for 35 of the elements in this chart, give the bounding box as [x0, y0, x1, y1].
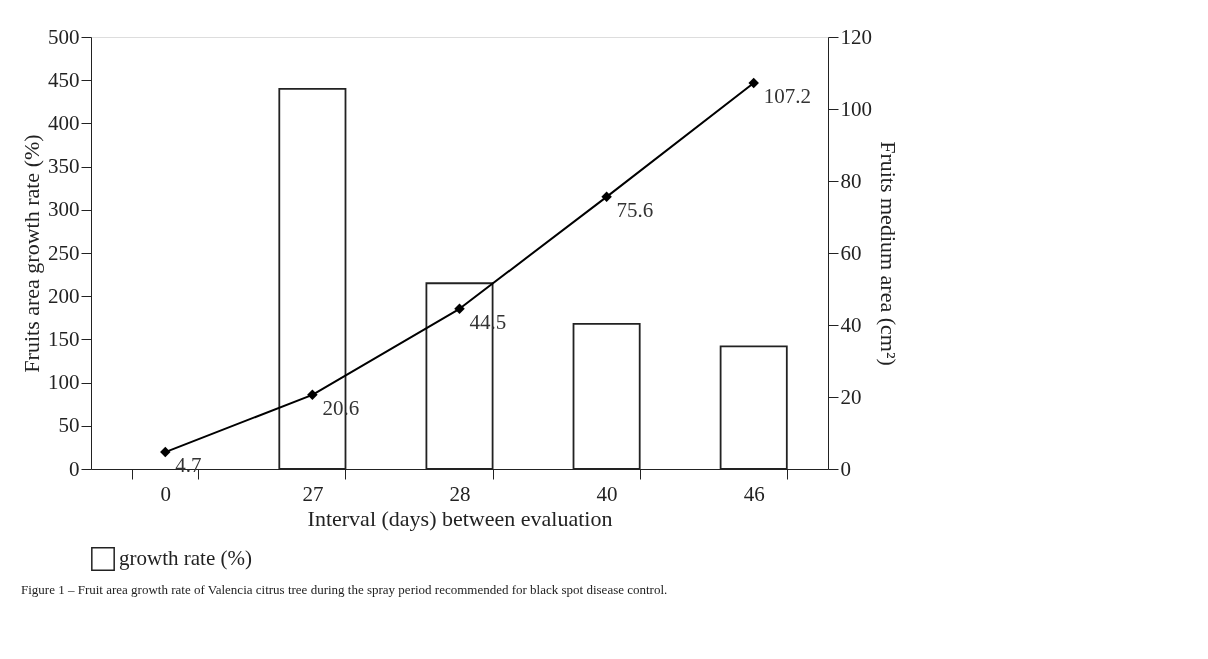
y2-tick-label: 80	[840, 168, 862, 193]
y2-tick-label: 20	[840, 384, 862, 409]
point	[748, 77, 759, 89]
point	[307, 389, 318, 401]
legend-label: growth rate (%)	[119, 546, 252, 570]
x-tick-label: 40	[596, 481, 618, 506]
y-tick-label: 150	[48, 326, 80, 351]
y-tick-label: 350	[48, 154, 80, 179]
x-tick-label: 28	[449, 481, 471, 506]
y-tick-label: 400	[48, 110, 80, 135]
y2-tick-label: 120	[840, 24, 872, 49]
x-tick-label: 46	[743, 481, 765, 506]
y-tick-label: 100	[48, 370, 80, 395]
x-tick-label: 27	[302, 481, 324, 506]
y-axis-title: Fruits area growth rate (%)	[19, 134, 44, 373]
data-label: 107.2	[763, 84, 811, 109]
y-tick-label: 450	[48, 67, 80, 92]
point	[454, 303, 465, 315]
y2-tick-label: 0	[840, 456, 851, 481]
y-tick-label: 500	[48, 24, 80, 49]
x-tick-label: 0	[160, 481, 172, 506]
x-axis-title: Interval (days) between evaluation	[307, 505, 613, 531]
point	[601, 191, 612, 203]
y2-tick-label: 40	[840, 312, 862, 337]
y2-tick-label: 60	[840, 240, 862, 265]
y2-tick-label: 100	[840, 96, 872, 121]
y2-axis-title: Fruits medium area (cm²)	[876, 141, 901, 366]
y-tick-label: 250	[48, 240, 80, 265]
point	[160, 446, 171, 458]
caption: Figure 1 – Fruit area growth rate of Valencia citrus tree during the spray period recommended for black spot disease control.	[21, 582, 668, 597]
y-tick-label: 200	[48, 283, 80, 308]
y-tick-label: 50	[58, 413, 80, 438]
y-tick-label: 300	[48, 197, 80, 222]
y-tick-label: 0	[69, 456, 80, 481]
data-label: 75.6	[616, 197, 654, 222]
